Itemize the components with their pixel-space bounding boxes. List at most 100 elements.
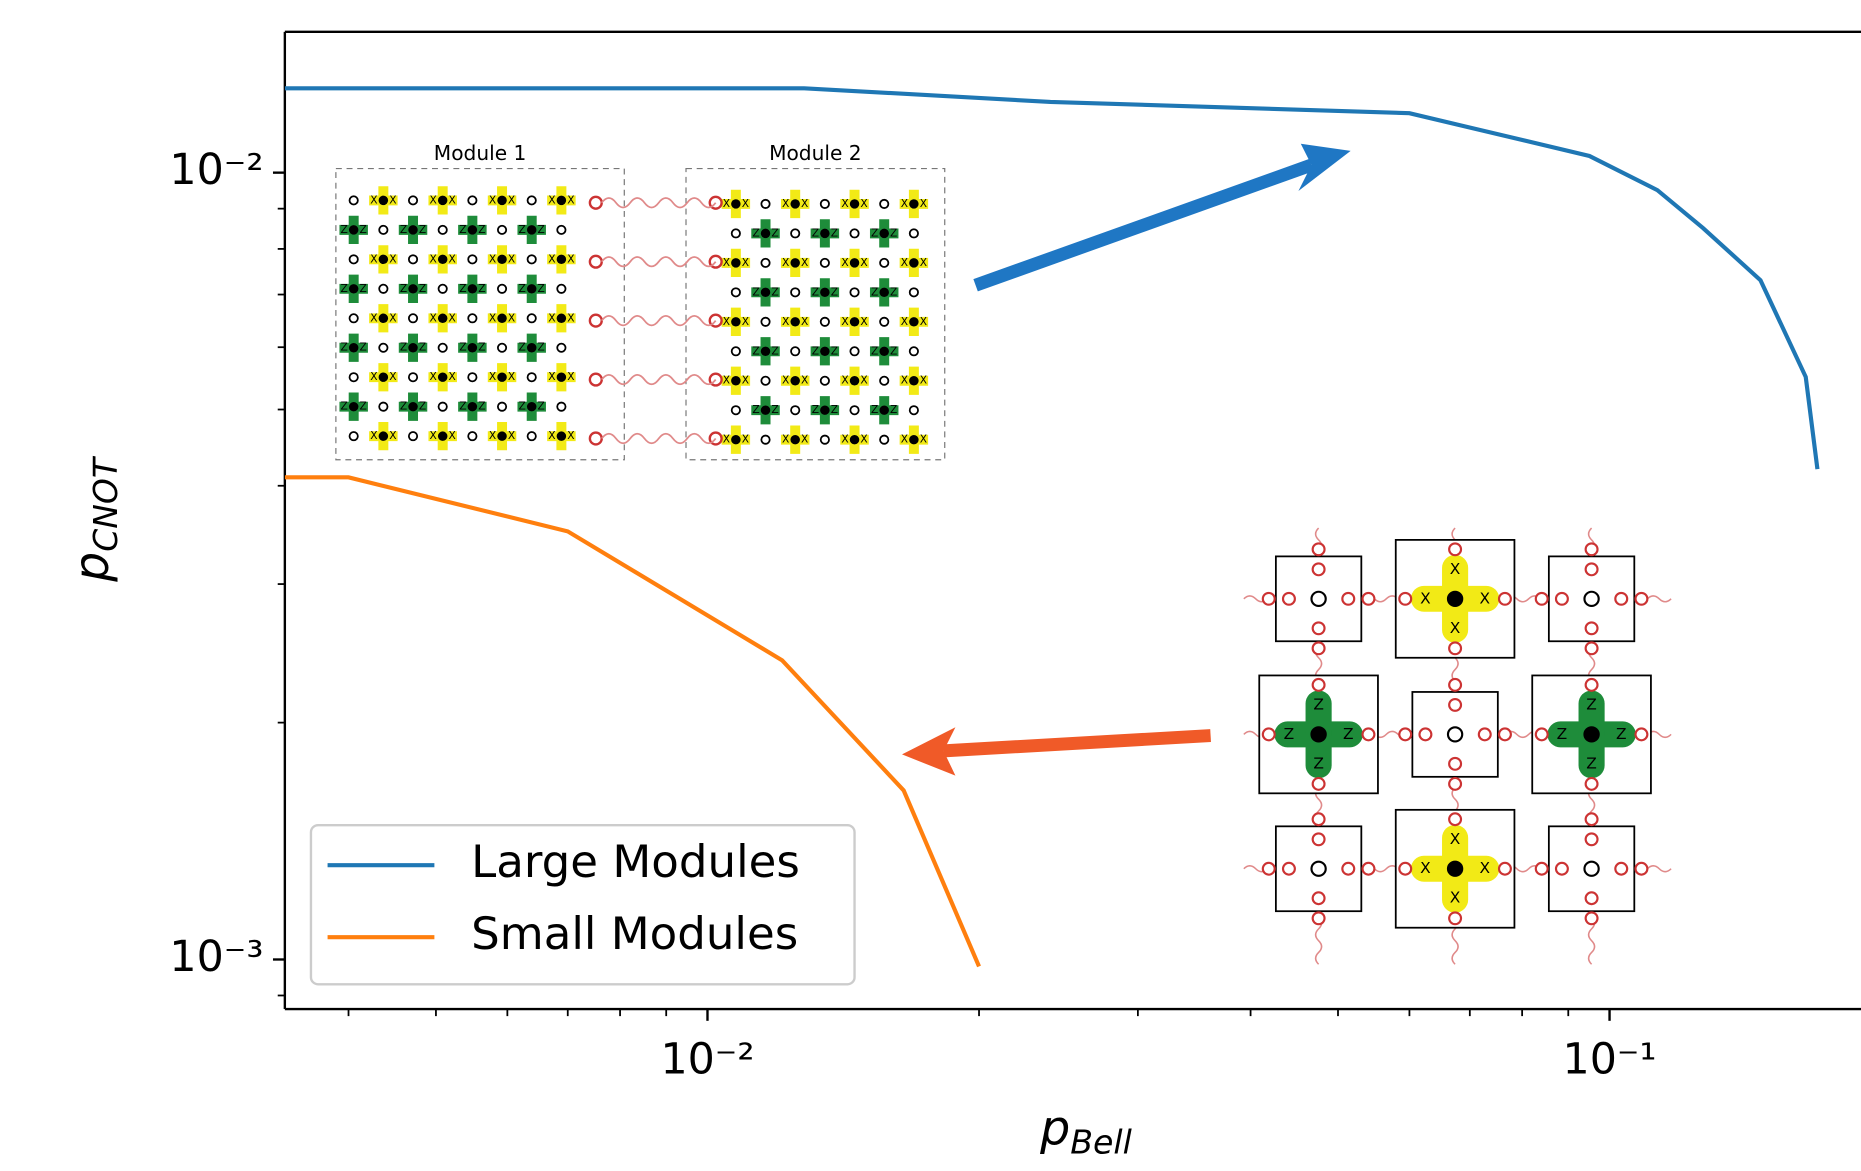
stabilizer-label: Z [890, 344, 897, 357]
link-qubit [1419, 728, 1431, 740]
link-qubit [1399, 863, 1411, 875]
stabilizer-label: Z [478, 282, 485, 295]
ancilla-qubit [1584, 862, 1598, 876]
data-qubit [379, 372, 388, 381]
ancilla-qubit [1311, 592, 1325, 606]
data-qubit [557, 431, 566, 440]
stabilizer-label: X [920, 433, 927, 446]
data-qubit [790, 199, 799, 208]
link-qubit [1586, 563, 1598, 575]
data-qubit [379, 226, 387, 234]
data-qubit [821, 259, 829, 267]
link-qubit [1363, 863, 1375, 875]
stabilizer-label: X [1450, 889, 1461, 907]
data-qubit [791, 347, 799, 355]
stabilizer-label: Z [871, 226, 878, 239]
stabilizer-label: X [1420, 859, 1431, 877]
data-qubit [468, 225, 477, 234]
data-qubit [880, 259, 888, 267]
data-qubit [732, 288, 740, 296]
data-qubit [557, 403, 565, 411]
data-qubit [527, 225, 536, 234]
stabilizer-label: X [801, 433, 808, 446]
stabilizer-label: Z [538, 341, 545, 354]
data-qubit [557, 372, 566, 381]
data-qubit [732, 229, 740, 237]
data-qubit [790, 435, 799, 444]
data-qubit [468, 373, 476, 381]
data-qubit [879, 229, 888, 238]
stabilizer-label: X [567, 429, 574, 442]
data-qubit [439, 344, 447, 352]
stabilizer-label: Z [831, 226, 838, 239]
data-qubit [379, 196, 388, 205]
stabilizer-label: X [548, 370, 555, 383]
stabilizer-label: Z [419, 282, 426, 295]
link-qubit [590, 433, 602, 445]
stabilizer-label: Z [831, 403, 838, 416]
stabilizer-label: Z [341, 223, 348, 236]
stabilizer-label: Z [459, 282, 466, 295]
stabilizer-label: Z [752, 226, 759, 239]
stabilizer-label: X [1420, 589, 1431, 607]
stabilizer-label: X [548, 311, 555, 324]
link-qubit [1586, 813, 1598, 825]
stabilizer-label: Z [400, 282, 407, 295]
stabilizer-label: X [567, 193, 574, 206]
link-qubit [1556, 593, 1568, 605]
stabilizer-label: X [370, 193, 377, 206]
link-qubit [1479, 728, 1491, 740]
stabilizer-label: X [449, 193, 456, 206]
y-label-symbol: p [65, 552, 120, 583]
stabilizer-label: X [430, 252, 437, 265]
data-qubit [557, 314, 566, 323]
stabilizer-label: X [548, 429, 555, 442]
stabilizer-label: X [841, 374, 848, 387]
data-qubit [350, 432, 358, 440]
data-qubit [528, 373, 536, 381]
data-qubit [910, 406, 918, 414]
link-qubit [590, 256, 602, 268]
stabilizer-label: X [449, 252, 456, 265]
data-qubit [909, 317, 918, 326]
link-qubit [1313, 892, 1325, 904]
stabilizer-label: X [841, 433, 848, 446]
y-tick-label: 10⁻² [169, 145, 263, 195]
stabilizer-label: X [508, 370, 515, 383]
link-qubit [1313, 912, 1325, 924]
stabilizer-label: X [723, 197, 730, 210]
link-qubit [1536, 593, 1548, 605]
data-qubit [820, 406, 829, 415]
data-qubit [468, 402, 477, 411]
link-qubit [1399, 593, 1411, 605]
stabilizer-label: X [920, 374, 927, 387]
stabilizer-label: Z [752, 285, 759, 298]
ancilla-qubit [1311, 862, 1325, 876]
data-qubit [379, 344, 387, 352]
stabilizer-label: Z [752, 344, 759, 357]
data-qubit [379, 403, 387, 411]
stabilizer-label: X [430, 429, 437, 442]
stabilizer-label: Z [1557, 725, 1568, 743]
stabilizer-label: X [742, 433, 749, 446]
stabilizer-label: Z [812, 344, 819, 357]
link-qubit [1615, 863, 1627, 875]
stabilizer-label: X [449, 429, 456, 442]
data-qubit [821, 377, 829, 385]
stabilizer-label: X [370, 252, 377, 265]
stabilizer-label: Z [890, 285, 897, 298]
data-qubit [761, 406, 770, 415]
link-qubit [1499, 863, 1511, 875]
data-qubit [408, 284, 417, 293]
data-qubit [791, 288, 799, 296]
stabilizer-label: X [860, 433, 867, 446]
link-qubit [1342, 593, 1354, 605]
data-qubit [498, 344, 506, 352]
stabilizer-label: X [548, 193, 555, 206]
link-qubit [1313, 622, 1325, 634]
data-qubit [820, 229, 829, 238]
data-qubit [1584, 727, 1598, 741]
stabilizer-label: X [723, 374, 730, 387]
data-qubit [880, 377, 888, 385]
